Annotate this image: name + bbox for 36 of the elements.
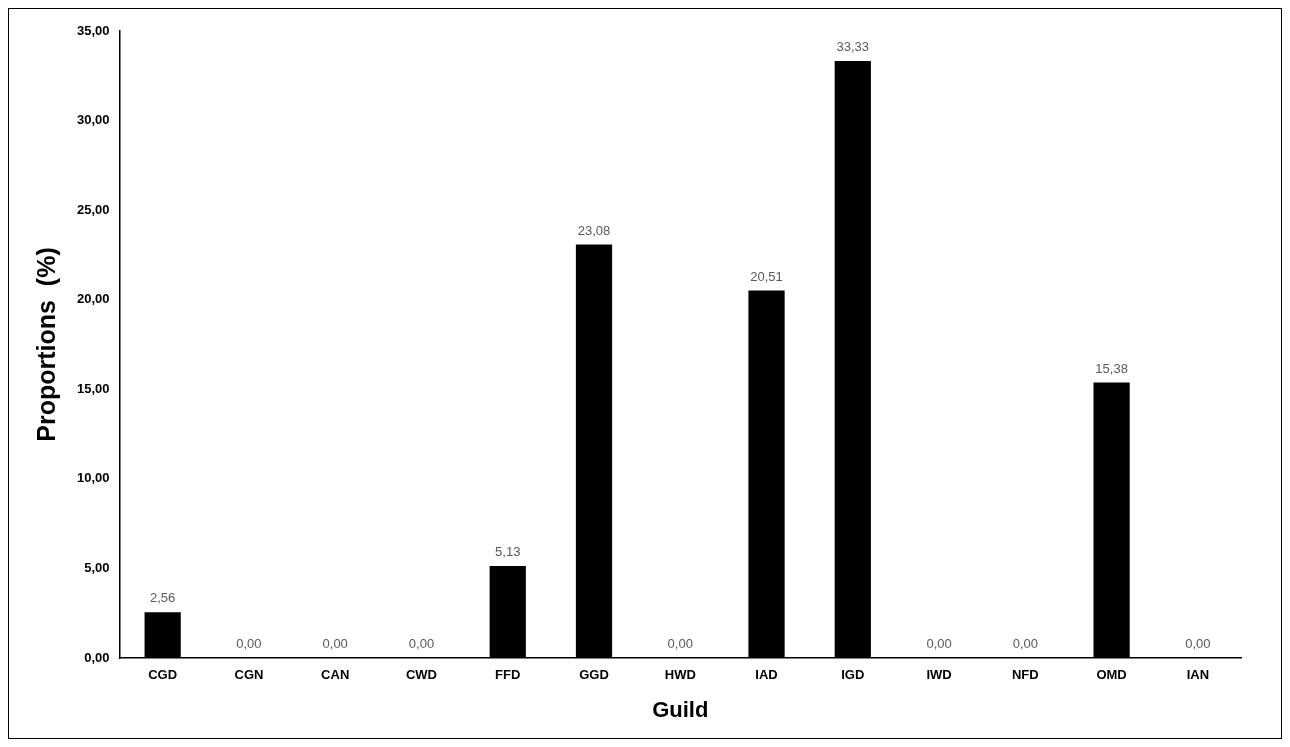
y-tick-label: 0,00: [84, 649, 110, 665]
x-tick-label: IGD: [841, 667, 865, 683]
y-tick-label: 25,00: [76, 201, 110, 217]
data-label: 0,00: [408, 636, 435, 652]
y-tick-label: 30,00: [76, 112, 110, 128]
data-label: 0,00: [926, 636, 952, 652]
x-tick-label: IAN: [1186, 667, 1210, 683]
y-tick-label: 5,00: [84, 560, 110, 576]
x-tick-label: IAD: [755, 667, 778, 683]
data-label: 0,00: [1185, 636, 1211, 652]
y-tick-label: 15,00: [76, 380, 110, 396]
data-label: 0,00: [1012, 636, 1038, 652]
x-tick-label: CGN: [234, 667, 264, 683]
data-label: 23,08: [577, 222, 611, 238]
data-label: 2,56: [150, 590, 176, 606]
data-label: 0,00: [236, 636, 262, 652]
x-tick-label: GGD: [579, 667, 609, 683]
y-axis-title: Proportions (%): [31, 247, 60, 442]
y-tick-label: 35,00: [76, 22, 110, 38]
x-tick-label: FFD: [495, 667, 521, 683]
data-label: 0,00: [322, 636, 348, 652]
x-axis-title: Guild: [652, 696, 709, 722]
data-label: 20,51: [750, 268, 783, 284]
x-tick-label: HWD: [664, 667, 696, 683]
y-tick-label: 20,00: [76, 291, 110, 307]
x-tick-label: NFD: [1011, 667, 1039, 683]
x-tick-label: CAN: [321, 667, 350, 683]
x-tick-label: CGD: [148, 667, 178, 683]
data-label: 15,38: [1095, 360, 1128, 376]
data-label: 0,00: [667, 636, 693, 652]
data-label: 5,13: [495, 544, 521, 560]
x-tick-label: CWD: [405, 667, 437, 683]
y-tick-label: 10,00: [76, 470, 110, 486]
data-label: 33,33: [836, 38, 870, 54]
x-tick-label: IWD: [926, 667, 952, 683]
x-tick-label: OMD: [1096, 667, 1127, 683]
